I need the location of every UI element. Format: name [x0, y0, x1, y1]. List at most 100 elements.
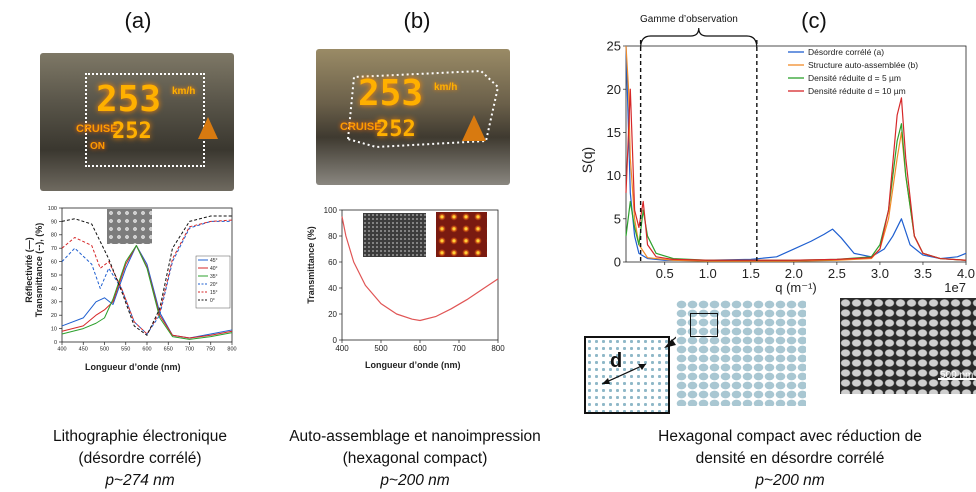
x-tick-label: 400 — [57, 347, 66, 353]
hud-photo-b: 253 km/h CRUISE 252 — [316, 49, 510, 185]
x-tick-label: 600 — [413, 344, 427, 353]
y-tick-label: 0 — [614, 255, 621, 270]
series-line-3 — [625, 123, 967, 261]
y-tick-label: 50 — [51, 273, 57, 279]
legend-label: 15° — [210, 290, 218, 296]
hud-on-a: ON — [90, 141, 105, 152]
x-tick-label: 4.0 — [957, 266, 975, 281]
legend-label: 20° — [210, 282, 218, 288]
caption-a: Lithographie électronique (désordre corr… — [20, 426, 260, 492]
y-tick-label: 80 — [328, 232, 337, 241]
hud-cruise-b: CRUISE — [340, 121, 382, 133]
sem-inset-b — [363, 213, 426, 257]
x-tick-label: 2.5 — [828, 266, 846, 281]
y-tick-label: 100 — [324, 206, 338, 215]
chart-a-xlabel: Longueur d’onde (nm) — [85, 362, 181, 372]
y-tick-label: 5 — [614, 211, 621, 226]
y-tick-label: 10 — [51, 327, 57, 333]
legend-label: Densité réduite d = 10 µm — [808, 86, 906, 96]
x-tick-label: 450 — [79, 347, 88, 353]
y-tick-label: 60 — [328, 258, 337, 267]
caption-a-line1: Lithographie électronique — [52, 428, 228, 445]
x-tick-label: 500 — [100, 347, 109, 353]
legend-label: Structure auto-assemblée (b) — [808, 60, 918, 70]
caption-c-pitch: p~200 nm — [755, 472, 825, 489]
y-tick-label: 90 — [51, 219, 57, 225]
y-tick-label: 100 — [48, 206, 57, 212]
sem-inset-a — [107, 209, 152, 244]
hud-set-speed-a: 252 — [112, 119, 152, 144]
series-line-1 — [625, 45, 967, 261]
series-line-4 — [61, 220, 232, 335]
d-arrow-icon — [601, 363, 647, 385]
x-tick-label: 550 — [121, 347, 130, 353]
x-tick-label: 650 — [164, 347, 173, 353]
disorder-pattern-c — [676, 300, 806, 406]
series-line-1 — [341, 216, 499, 322]
y-tick-label: 40 — [51, 286, 57, 292]
series-line-3 — [61, 245, 233, 340]
x-tick-label: 750 — [206, 347, 215, 353]
y-tick-label: 70 — [51, 246, 57, 252]
legend-label: 35° — [210, 274, 218, 280]
x-tick-label: 800 — [227, 347, 236, 353]
plot-frame — [625, 45, 967, 263]
chart-c-xlabel: q (m⁻¹) — [775, 280, 817, 295]
chart-c: 0.5 1.0 1.5 2.0 2.5 3.0 3.5 4.0 0 5 10 15 20 25 S(q) q … — [579, 27, 975, 295]
hud-photo-a: 253 km/h CRUISE 252 ON — [40, 53, 234, 191]
panel-label-b: (b) — [403, 8, 431, 33]
caption-c-line2: densité en désordre corrélé — [695, 450, 885, 467]
chart-a: 400 450 500 550 600 650 700 750 800 0 10 20 30 40 50 60… — [48, 206, 237, 353]
hud-cruise-a: CRUISE — [76, 123, 118, 135]
y-tick-label: 40 — [328, 284, 337, 293]
y-tick-label: 25 — [607, 39, 621, 54]
y-tick-label: 0 — [333, 336, 338, 345]
legend-box — [195, 255, 231, 309]
series-line-6 — [61, 215, 232, 336]
y-tick-label: 60 — [51, 260, 57, 266]
x-tick-label: 800 — [491, 344, 505, 353]
afm-inset-b — [436, 212, 487, 257]
x-tick-label: 600 — [142, 347, 151, 353]
legend-label: 0° — [210, 298, 215, 304]
observation-range-label: Gamme d’observation — [640, 14, 738, 25]
cone-icon — [198, 117, 218, 139]
x-tick-label: 3.0 — [871, 266, 889, 281]
scale-bar-label: 500 nm — [940, 370, 974, 381]
y-tick-label: 20 — [51, 313, 57, 319]
caption-c-line1: Hexagonal compact avec réduction de — [658, 428, 922, 445]
y-tick-label: 20 — [607, 82, 621, 97]
observation-brace — [640, 27, 758, 49]
y-tick-label: 80 — [51, 233, 57, 239]
panel-label-a: (a) — [124, 8, 152, 33]
chart-b: 400 500 600 700 800 0 20 40 60 80 100 — [324, 206, 506, 353]
caption-a-line2: (désordre corrélé) — [78, 450, 202, 467]
zoom-inset-c: d — [584, 336, 670, 414]
hud-unit-a: km/h — [172, 86, 196, 97]
y-tick-label: 10 — [607, 168, 621, 183]
caption-b-line2: (hexagonal compact) — [342, 450, 488, 467]
y-tick-label: 15 — [607, 125, 621, 140]
caption-a-pitch: p~274 nm — [105, 472, 175, 489]
x-tick-label: 400 — [335, 344, 349, 353]
legend-label: Désordre corrélé (a) — [808, 47, 884, 57]
y-tick-label: 30 — [51, 300, 57, 306]
x-tick-label: 3.5 — [914, 266, 932, 281]
caption-b-pitch: p~200 nm — [380, 472, 450, 489]
chart-c-exponent: 1e7 — [944, 280, 966, 295]
caption-b-line1: Auto-assemblage et nanoimpression — [289, 428, 541, 445]
scale-bar-line — [938, 378, 976, 380]
legend-label: 40° — [210, 266, 218, 272]
panel-label-c: (c) — [801, 8, 827, 33]
sem-image-c: 500 nm — [840, 298, 976, 394]
hud-set-speed-b: 252 — [376, 117, 416, 142]
y-tick-label: 0 — [54, 340, 57, 346]
zoom-box — [690, 313, 718, 337]
series-line-5 — [61, 219, 233, 335]
y-tick-label: 20 — [328, 310, 337, 319]
x-tick-label: 700 — [185, 347, 194, 353]
chart-b-xlabel: Longueur d’onde (nm) — [365, 360, 461, 370]
hud-speed-b: 253 — [358, 73, 424, 114]
cone-icon — [462, 115, 486, 141]
legend-label: Densité réduite d = 5 µm — [808, 73, 901, 83]
